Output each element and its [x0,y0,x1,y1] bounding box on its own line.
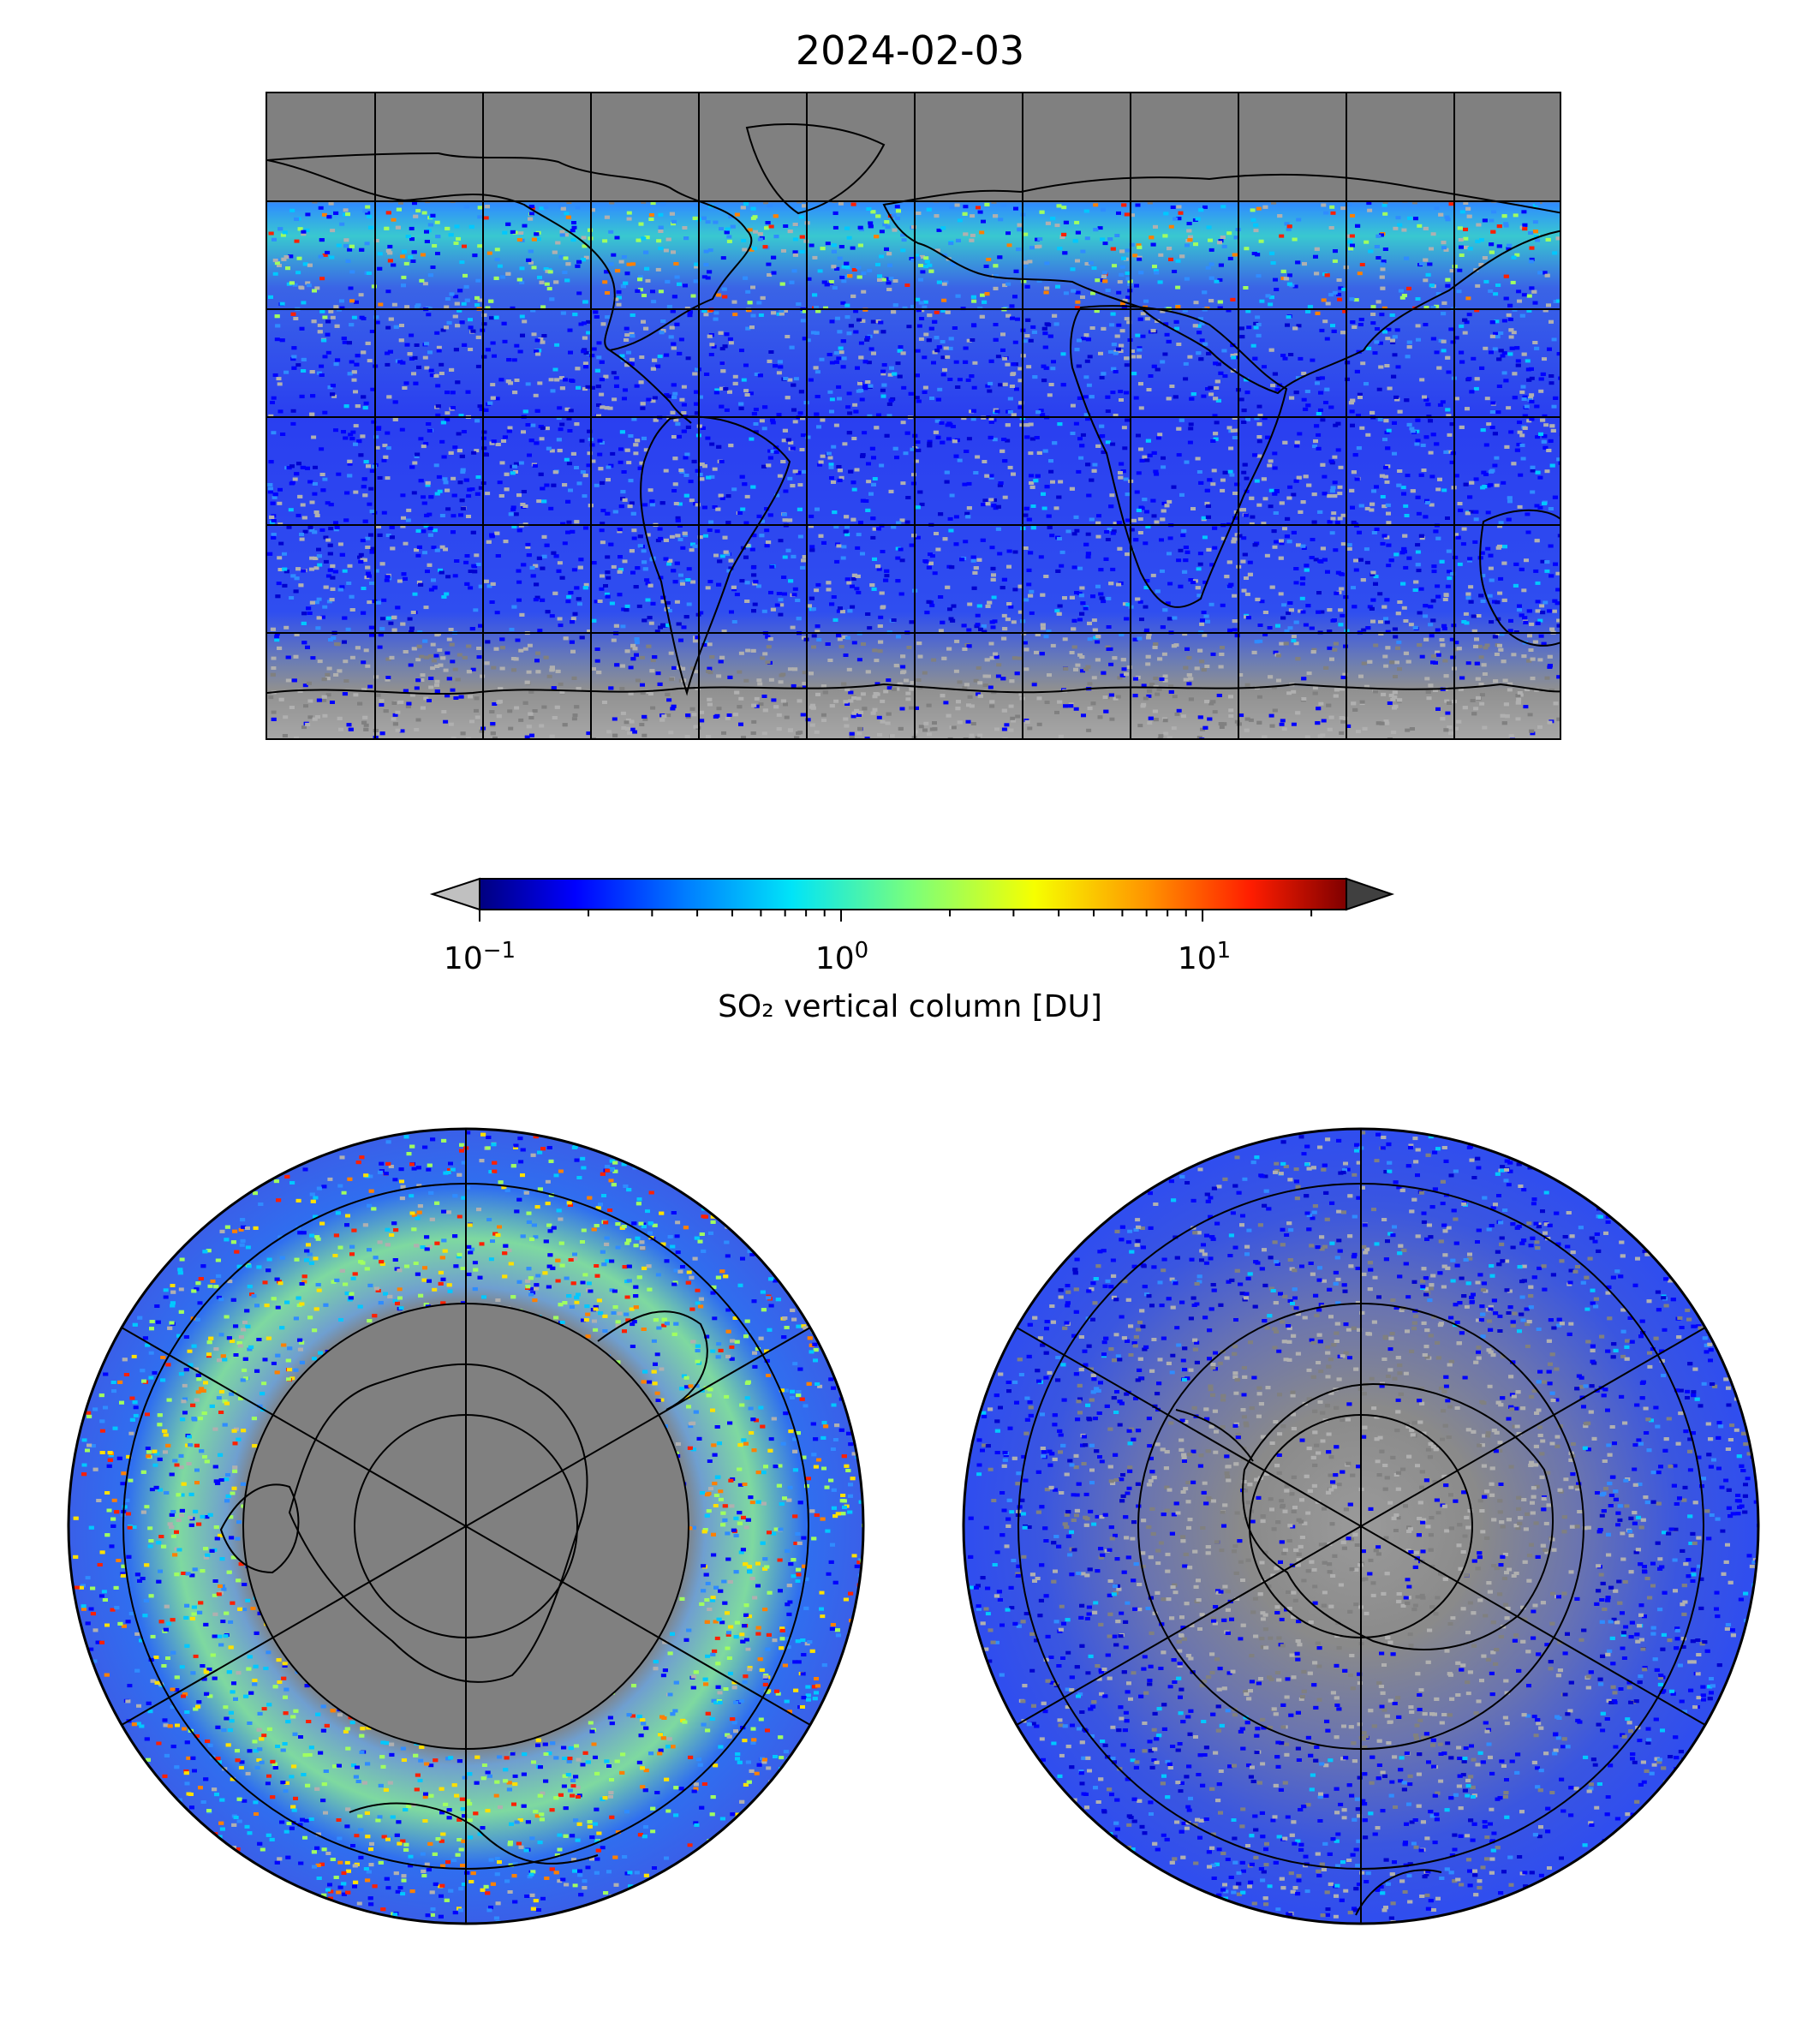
global-map-svg [267,93,1560,738]
south-boundary [962,1127,1760,1925]
north-polar-map [67,1127,865,1925]
so2-pixels [267,93,1560,738]
colorbar-label: SO₂ vertical column [DU] [718,989,1102,1024]
south-polar-map [962,1127,1760,1925]
gridlines [267,93,1560,738]
colorbar-over-extension [1346,877,1395,911]
chart-title: 2024-02-03 [795,27,1025,74]
colorbar-under-extension [429,877,480,911]
colorbar-tick-label: 101 [1177,938,1232,976]
north-coastlines [219,1310,708,1865]
north-gridlines [121,1129,811,1924]
north-boundary [67,1127,865,1925]
colorbar-gradient [479,878,1347,910]
colorbar-tick-label: 100 [815,938,869,976]
colorbar-tick-label: 10−1 [443,938,516,976]
south-coastlines [1175,1382,1554,1916]
global-map [266,92,1561,740]
colorbar-ticks [479,910,1313,922]
colorbar [429,877,1395,922]
south-gridlines [1016,1129,1706,1924]
